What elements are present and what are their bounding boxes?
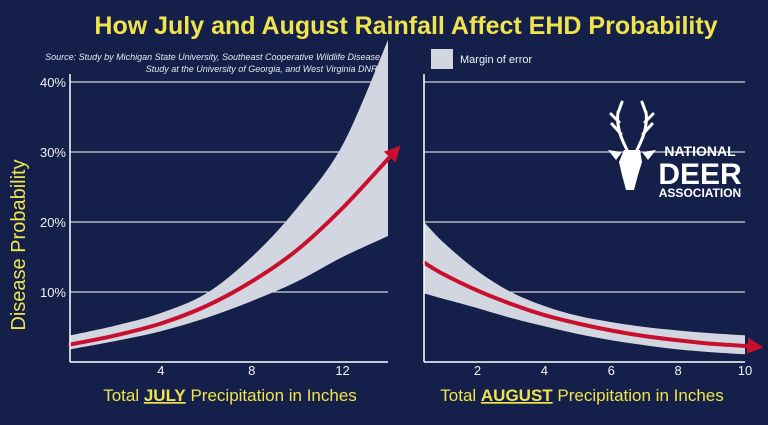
y-tick-label-20: 20%: [40, 215, 66, 230]
logo-line-deer: DEER: [658, 158, 742, 191]
x-axis-title-august-prefix: Total: [440, 386, 481, 405]
deer-head-icon: [608, 100, 656, 190]
legend-label-margin: Margin of error: [460, 54, 532, 66]
august-panel: 2 4 6 8 10: [422, 74, 764, 378]
x-axis-title-august-suffix: Precipitation in Inches: [553, 386, 724, 405]
x-tick-label-july-12: 12: [335, 363, 349, 378]
y-axis-title: Disease Probability: [8, 159, 30, 330]
legend-swatch-margin: [431, 49, 453, 69]
x-tick-label-august-8: 8: [675, 363, 682, 378]
legend: Margin of error: [431, 49, 532, 69]
chart-title: How July and August Rainfall Affect EHD …: [94, 12, 717, 40]
logo-line-association: ASSOCIATION: [659, 186, 741, 200]
margin-band-july: [70, 40, 388, 350]
x-tick-label-august-10: 10: [738, 363, 752, 378]
source-note-line2: Study at the University of Georgia, and …: [146, 64, 380, 74]
y-tick-label-40: 40%: [40, 75, 66, 90]
x-axis-title-august-month: AUGUST: [481, 386, 553, 405]
source-note-line1: Source: Study by Michigan State Universi…: [45, 52, 380, 62]
y-tick-label-30: 30%: [40, 145, 66, 160]
x-tick-label-august-2: 2: [474, 363, 481, 378]
x-axis-title-july-month: JULY: [144, 386, 187, 405]
logo-line-national: NATIONAL: [664, 143, 736, 159]
x-tick-label-august-4: 4: [541, 363, 548, 378]
x-tick-label-july-4: 4: [157, 363, 164, 378]
y-tick-label-10: 10%: [40, 285, 66, 300]
x-axis-title-july-prefix: Total: [103, 386, 144, 405]
x-tick-label-july-8: 8: [248, 363, 255, 378]
national-deer-association-logo: NATIONAL DEER ASSOCIATION: [608, 100, 742, 200]
margin-band-august: [424, 222, 745, 355]
x-axis-title-july: Total JULY Precipitation in Inches: [103, 386, 357, 405]
estimate-curve-july: [68, 145, 401, 347]
estimate-curve-august: [422, 260, 764, 354]
july-panel: 4 8 12 10% 20% 30% 40%: [40, 40, 401, 378]
x-tick-label-august-6: 6: [608, 363, 615, 378]
x-axis-title-july-suffix: Precipitation in Inches: [186, 386, 357, 405]
x-axis-title-august: Total AUGUST Precipitation in Inches: [440, 386, 723, 405]
